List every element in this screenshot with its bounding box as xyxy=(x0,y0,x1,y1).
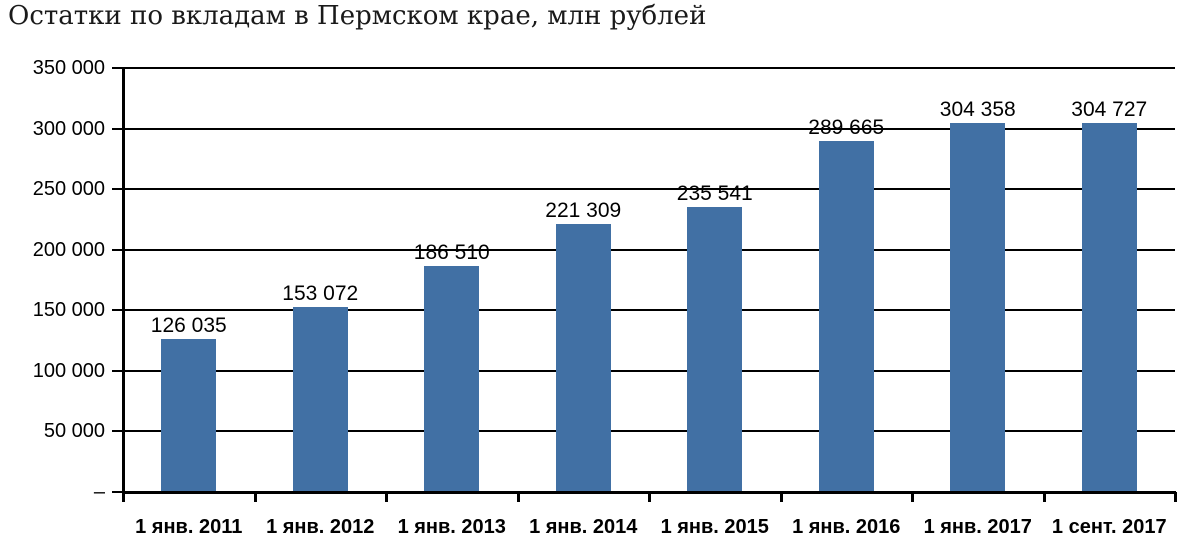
x-axis-label: 1 янв. 2011 xyxy=(135,516,243,538)
x-axis-tick xyxy=(516,492,520,502)
bar-value-label: 153 072 xyxy=(282,281,359,305)
y-axis-label: 350 000 xyxy=(32,57,105,79)
y-axis-tick xyxy=(112,188,123,191)
y-axis-tick xyxy=(112,67,123,69)
y-axis-label: 300 000 xyxy=(32,117,105,140)
y-axis-label: 250 000 xyxy=(32,178,105,201)
bar-value-label: 304 727 xyxy=(1071,97,1148,121)
bar xyxy=(424,266,480,492)
bar xyxy=(555,223,611,492)
y-axis-label: 200 000 xyxy=(32,238,105,261)
x-axis-tick xyxy=(911,492,914,502)
gridline xyxy=(123,430,1175,433)
y-axis-tick xyxy=(112,491,123,493)
bar-value-label: 235 541 xyxy=(676,181,753,205)
gridline xyxy=(123,248,1175,251)
x-axis-label: 1 янв. 2016 xyxy=(792,516,901,538)
bar xyxy=(292,306,348,492)
y-axis-line xyxy=(122,67,125,502)
bar-value-label: 126 035 xyxy=(150,314,227,338)
x-axis-tick xyxy=(1174,492,1177,502)
x-axis-tick xyxy=(648,492,651,502)
bar xyxy=(950,123,1006,492)
x-axis-tick xyxy=(122,492,125,502)
x-axis-tick xyxy=(253,492,257,502)
x-axis-tick xyxy=(385,492,388,502)
y-axis-label: 50 000 xyxy=(43,420,105,443)
x-axis-label: 1 янв. 2015 xyxy=(660,516,769,538)
x-axis-label: 1 янв. 2013 xyxy=(397,516,506,538)
gridline xyxy=(123,67,1175,69)
x-axis-label: 1 сент. 2017 xyxy=(1051,516,1167,538)
x-axis-tick xyxy=(1042,492,1046,502)
y-axis-tick xyxy=(112,248,123,251)
chart-title: Остатки по вкладам в Пермском крае, млн … xyxy=(8,1,707,31)
bar xyxy=(161,339,217,492)
bar xyxy=(687,206,743,492)
gridline xyxy=(123,127,1175,130)
y-axis-label: – xyxy=(93,481,105,503)
gridline xyxy=(123,369,1175,372)
y-axis-tick xyxy=(112,369,123,372)
y-axis-tick xyxy=(112,309,123,312)
x-axis-tick xyxy=(779,492,783,502)
y-axis-tick xyxy=(112,127,123,130)
bar xyxy=(1081,122,1137,492)
x-axis-label: 1 янв. 2017 xyxy=(923,516,1032,538)
gridline xyxy=(123,188,1175,191)
bar xyxy=(818,141,874,492)
gridline xyxy=(123,309,1175,312)
y-axis-label: 100 000 xyxy=(32,359,105,382)
bar-value-label: 221 309 xyxy=(545,198,622,222)
x-axis-label: 1 янв. 2014 xyxy=(529,516,638,538)
x-axis-label: 1 янв. 2012 xyxy=(266,516,375,538)
y-axis-tick xyxy=(112,430,123,433)
bar-value-label: 304 358 xyxy=(939,98,1016,122)
bar-value-label: 186 510 xyxy=(413,241,490,265)
y-axis-label: 150 000 xyxy=(32,299,105,322)
